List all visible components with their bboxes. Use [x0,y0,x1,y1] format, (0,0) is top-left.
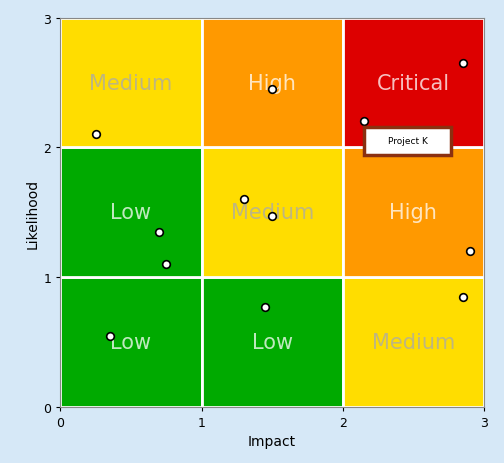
Bar [364,127,452,156]
Bar [202,278,343,407]
Bar [60,278,202,407]
Text: Medium: Medium [371,332,455,353]
Bar [343,148,484,278]
Text: Project K: Project K [388,137,427,146]
Text: Medium: Medium [89,73,173,94]
Bar [343,19,484,148]
Bar [202,148,343,278]
Text: Medium: Medium [230,203,314,223]
Bar [202,19,343,148]
Y-axis label: Likelihood: Likelihood [25,178,39,248]
Text: Low: Low [110,203,152,223]
Text: Critical: Critical [376,73,450,94]
Text: High: High [248,73,296,94]
Bar [343,278,484,407]
Bar [60,148,202,278]
Bar [60,19,202,148]
Text: Low: Low [110,332,152,353]
Text: Low: Low [251,332,293,353]
X-axis label: Impact: Impact [248,433,296,448]
Text: High: High [390,203,437,223]
